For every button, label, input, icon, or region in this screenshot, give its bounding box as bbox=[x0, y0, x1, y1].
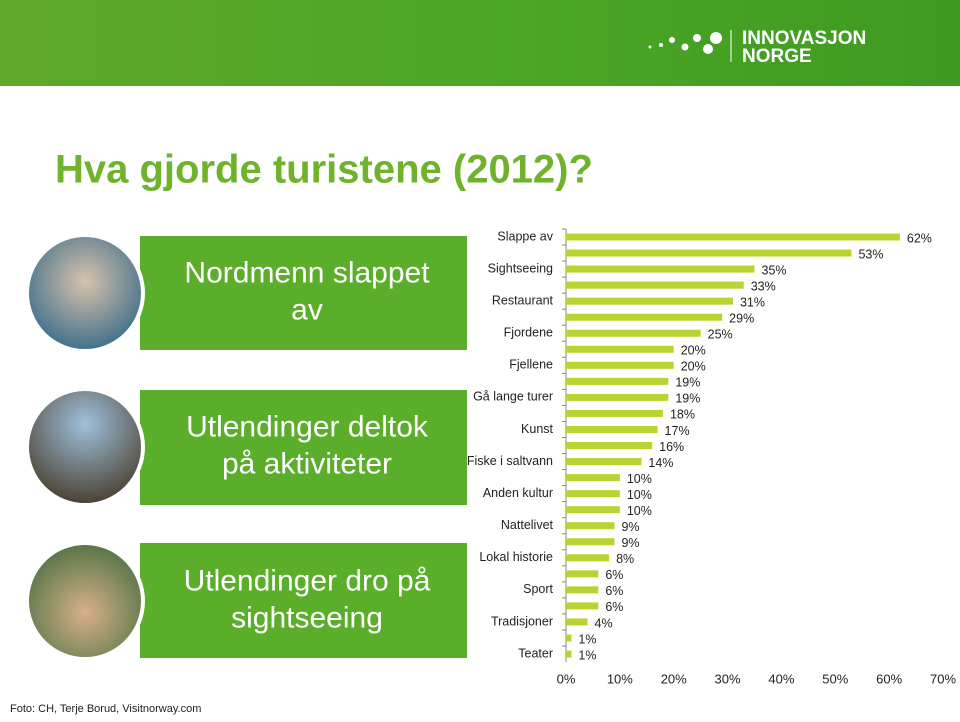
bar bbox=[566, 361, 674, 369]
value-label: 25% bbox=[708, 328, 733, 342]
value-label: 6% bbox=[605, 600, 623, 614]
x-tick-label: 50% bbox=[822, 671, 848, 686]
photo bbox=[25, 233, 145, 353]
x-tick-label: 20% bbox=[661, 671, 687, 686]
panel-box bbox=[140, 543, 467, 658]
value-label: 9% bbox=[621, 520, 639, 534]
value-label: 4% bbox=[595, 616, 613, 630]
x-tick-label: 30% bbox=[715, 671, 741, 686]
photo bbox=[25, 541, 145, 661]
value-label: 20% bbox=[681, 360, 706, 374]
y-tick-label: Sport bbox=[523, 582, 553, 596]
value-label: 19% bbox=[675, 392, 700, 406]
y-tick-label: Fjordene bbox=[504, 326, 553, 340]
y-tick-label: Tradisjoner bbox=[491, 614, 553, 628]
bar bbox=[566, 393, 669, 401]
bar bbox=[566, 586, 599, 594]
y-tick-label: Fiske i saltvann bbox=[467, 454, 553, 468]
value-label: 53% bbox=[858, 247, 883, 261]
panel-box bbox=[140, 390, 467, 505]
bar bbox=[566, 602, 599, 610]
bar bbox=[566, 650, 572, 658]
bar bbox=[566, 458, 642, 466]
value-label: 35% bbox=[762, 263, 787, 277]
y-tick-label: Nattelivet bbox=[501, 518, 554, 532]
bar bbox=[566, 233, 900, 241]
x-tick-label: 70% bbox=[930, 671, 956, 686]
value-label: 31% bbox=[740, 295, 765, 309]
bar bbox=[566, 570, 599, 578]
logo-text: NORGE bbox=[742, 46, 812, 67]
panel-text: Utlendinger dro på bbox=[184, 564, 431, 597]
bar bbox=[566, 490, 620, 498]
slide-title: Hva gjorde turistene (2012)? bbox=[55, 148, 593, 192]
bar bbox=[566, 377, 669, 385]
value-label: 18% bbox=[670, 408, 695, 422]
value-label: 17% bbox=[665, 424, 690, 438]
value-label: 9% bbox=[621, 536, 639, 550]
header-band bbox=[0, 0, 960, 86]
value-label: 62% bbox=[907, 231, 932, 245]
y-tick-label: Gå lange turer bbox=[473, 390, 553, 404]
bar bbox=[566, 249, 852, 257]
x-tick-label: 60% bbox=[876, 671, 902, 686]
photo bbox=[25, 387, 145, 507]
panel-text: Nordmenn slappet bbox=[184, 256, 430, 289]
y-tick-label: Fjellene bbox=[509, 358, 553, 372]
y-tick-label: Lokal historie bbox=[479, 550, 553, 564]
y-tick-label: Kunst bbox=[521, 422, 553, 436]
bar bbox=[566, 538, 615, 546]
value-label: 20% bbox=[681, 344, 706, 358]
bar bbox=[566, 345, 674, 353]
bar bbox=[566, 618, 588, 626]
bar bbox=[566, 265, 755, 273]
bar bbox=[566, 554, 610, 562]
panel-box bbox=[140, 236, 467, 350]
bar bbox=[566, 474, 620, 482]
y-tick-label: Anden kultur bbox=[483, 486, 553, 500]
x-tick-label: 10% bbox=[607, 671, 633, 686]
bar bbox=[566, 425, 658, 433]
value-label: 19% bbox=[675, 376, 700, 390]
bar bbox=[566, 506, 620, 514]
value-label: 8% bbox=[616, 552, 634, 566]
value-label: 14% bbox=[648, 456, 673, 470]
value-label: 6% bbox=[605, 584, 623, 598]
logo-text: INNOVASJON bbox=[742, 28, 866, 49]
panel-text: sightseeing bbox=[231, 601, 383, 634]
value-label: 33% bbox=[751, 279, 776, 293]
logo-dots bbox=[648, 32, 722, 54]
value-label: 16% bbox=[659, 440, 684, 454]
value-label: 1% bbox=[578, 632, 596, 646]
bar bbox=[566, 442, 653, 450]
value-label: 1% bbox=[578, 648, 596, 662]
panels bbox=[25, 233, 467, 661]
bar bbox=[566, 522, 615, 530]
photo-credit: Foto: CH, Terje Borud, Visitnorway.com bbox=[10, 703, 201, 715]
y-tick-label: Slappe av bbox=[497, 229, 553, 243]
value-label: 29% bbox=[729, 311, 754, 325]
bar bbox=[566, 329, 701, 337]
y-tick-label: Sightseeing bbox=[488, 261, 553, 275]
x-tick-label: 0% bbox=[557, 671, 576, 686]
y-tick-label: Restaurant bbox=[492, 293, 554, 307]
x-tick-label: 40% bbox=[768, 671, 794, 686]
value-label: 10% bbox=[627, 504, 652, 518]
y-tick-label: Teater bbox=[518, 646, 553, 660]
bar bbox=[566, 297, 733, 305]
panel-text: Utlendinger deltok bbox=[186, 410, 429, 443]
bar bbox=[566, 281, 744, 289]
bar bbox=[566, 313, 723, 321]
bar bbox=[566, 409, 663, 417]
panel-text: av bbox=[291, 293, 323, 326]
value-label: 10% bbox=[627, 472, 652, 486]
bar bbox=[566, 634, 572, 642]
value-label: 10% bbox=[627, 488, 652, 502]
value-label: 6% bbox=[605, 568, 623, 582]
panel-text: på aktiviteter bbox=[222, 447, 392, 480]
